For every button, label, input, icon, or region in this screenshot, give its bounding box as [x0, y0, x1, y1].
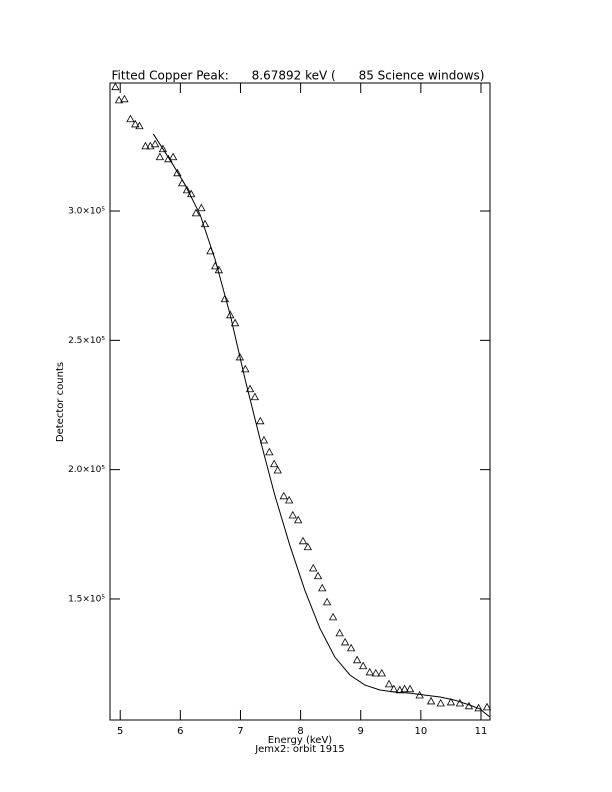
data-point	[328, 612, 338, 621]
data-point	[446, 697, 456, 706]
data-point	[313, 571, 323, 580]
data-point	[318, 583, 327, 592]
data-point	[294, 515, 303, 524]
x-tick-label: 8	[297, 726, 303, 737]
data-point	[273, 465, 282, 474]
data-point	[241, 364, 250, 373]
data-point	[371, 668, 380, 677]
data-point	[245, 384, 255, 393]
data-point	[284, 495, 294, 504]
y-axis-label: Detector counts	[55, 362, 66, 442]
data-point	[482, 702, 492, 711]
plot-frame	[109, 82, 491, 721]
data-point	[335, 628, 344, 637]
x-tick-label: 10	[414, 726, 427, 737]
y-tick-label: 2.0×10⁵	[68, 465, 105, 475]
data-point	[256, 416, 265, 425]
data-point	[389, 684, 398, 693]
data-point	[322, 597, 332, 606]
data-point	[436, 698, 445, 707]
x-tick-label: 11	[475, 726, 488, 737]
data-point	[259, 435, 269, 444]
data-point	[358, 661, 368, 670]
data-point	[158, 144, 168, 153]
x-axis-label: Energy (keV)	[268, 735, 333, 746]
data-point	[309, 563, 318, 572]
data-point	[400, 684, 409, 693]
subtitle: Jemx2: orbit 1915	[254, 744, 345, 755]
data-point	[265, 447, 274, 456]
data-point	[235, 352, 245, 361]
data-point	[250, 392, 260, 401]
data-point	[120, 94, 129, 103]
y-tick-label: 3.0×10⁵	[68, 207, 105, 217]
data-point	[114, 95, 124, 104]
data-point	[384, 679, 394, 688]
fit-line	[152, 133, 491, 718]
x-tick-label: 9	[358, 726, 364, 737]
x-tick-label: 7	[237, 726, 243, 737]
chart-title: Fitted Copper Peak: 8.67892 keV ( 85 Sci…	[112, 69, 485, 83]
data-point	[303, 542, 312, 551]
y-tick-label: 1.5×10⁵	[68, 594, 105, 604]
data-point	[182, 185, 192, 194]
data-point	[135, 121, 144, 130]
data-point	[146, 141, 155, 150]
data-point	[220, 294, 230, 303]
data-point	[340, 637, 350, 646]
data-point	[131, 119, 140, 128]
data-point	[346, 643, 356, 652]
data-point	[405, 684, 415, 693]
data-point	[155, 152, 165, 161]
data-point	[279, 491, 288, 500]
data-point	[230, 318, 240, 327]
data-point	[288, 510, 297, 519]
data-point	[141, 141, 150, 150]
data-point	[365, 667, 374, 676]
data-point	[191, 208, 201, 217]
data-point	[269, 459, 279, 468]
data-point	[226, 310, 235, 319]
data-point	[111, 82, 120, 91]
y-tick-label: 2.5×10⁵	[68, 336, 105, 346]
data-point	[298, 536, 308, 545]
data-point	[150, 139, 160, 148]
x-tick-label: 6	[177, 726, 183, 737]
x-tick-label: 5	[117, 726, 123, 737]
data-point	[168, 152, 178, 161]
data-point	[126, 114, 135, 123]
data-point	[426, 696, 436, 705]
data-point	[377, 668, 386, 677]
data-point	[173, 168, 182, 177]
data-point	[197, 203, 206, 212]
data-point	[352, 655, 362, 664]
